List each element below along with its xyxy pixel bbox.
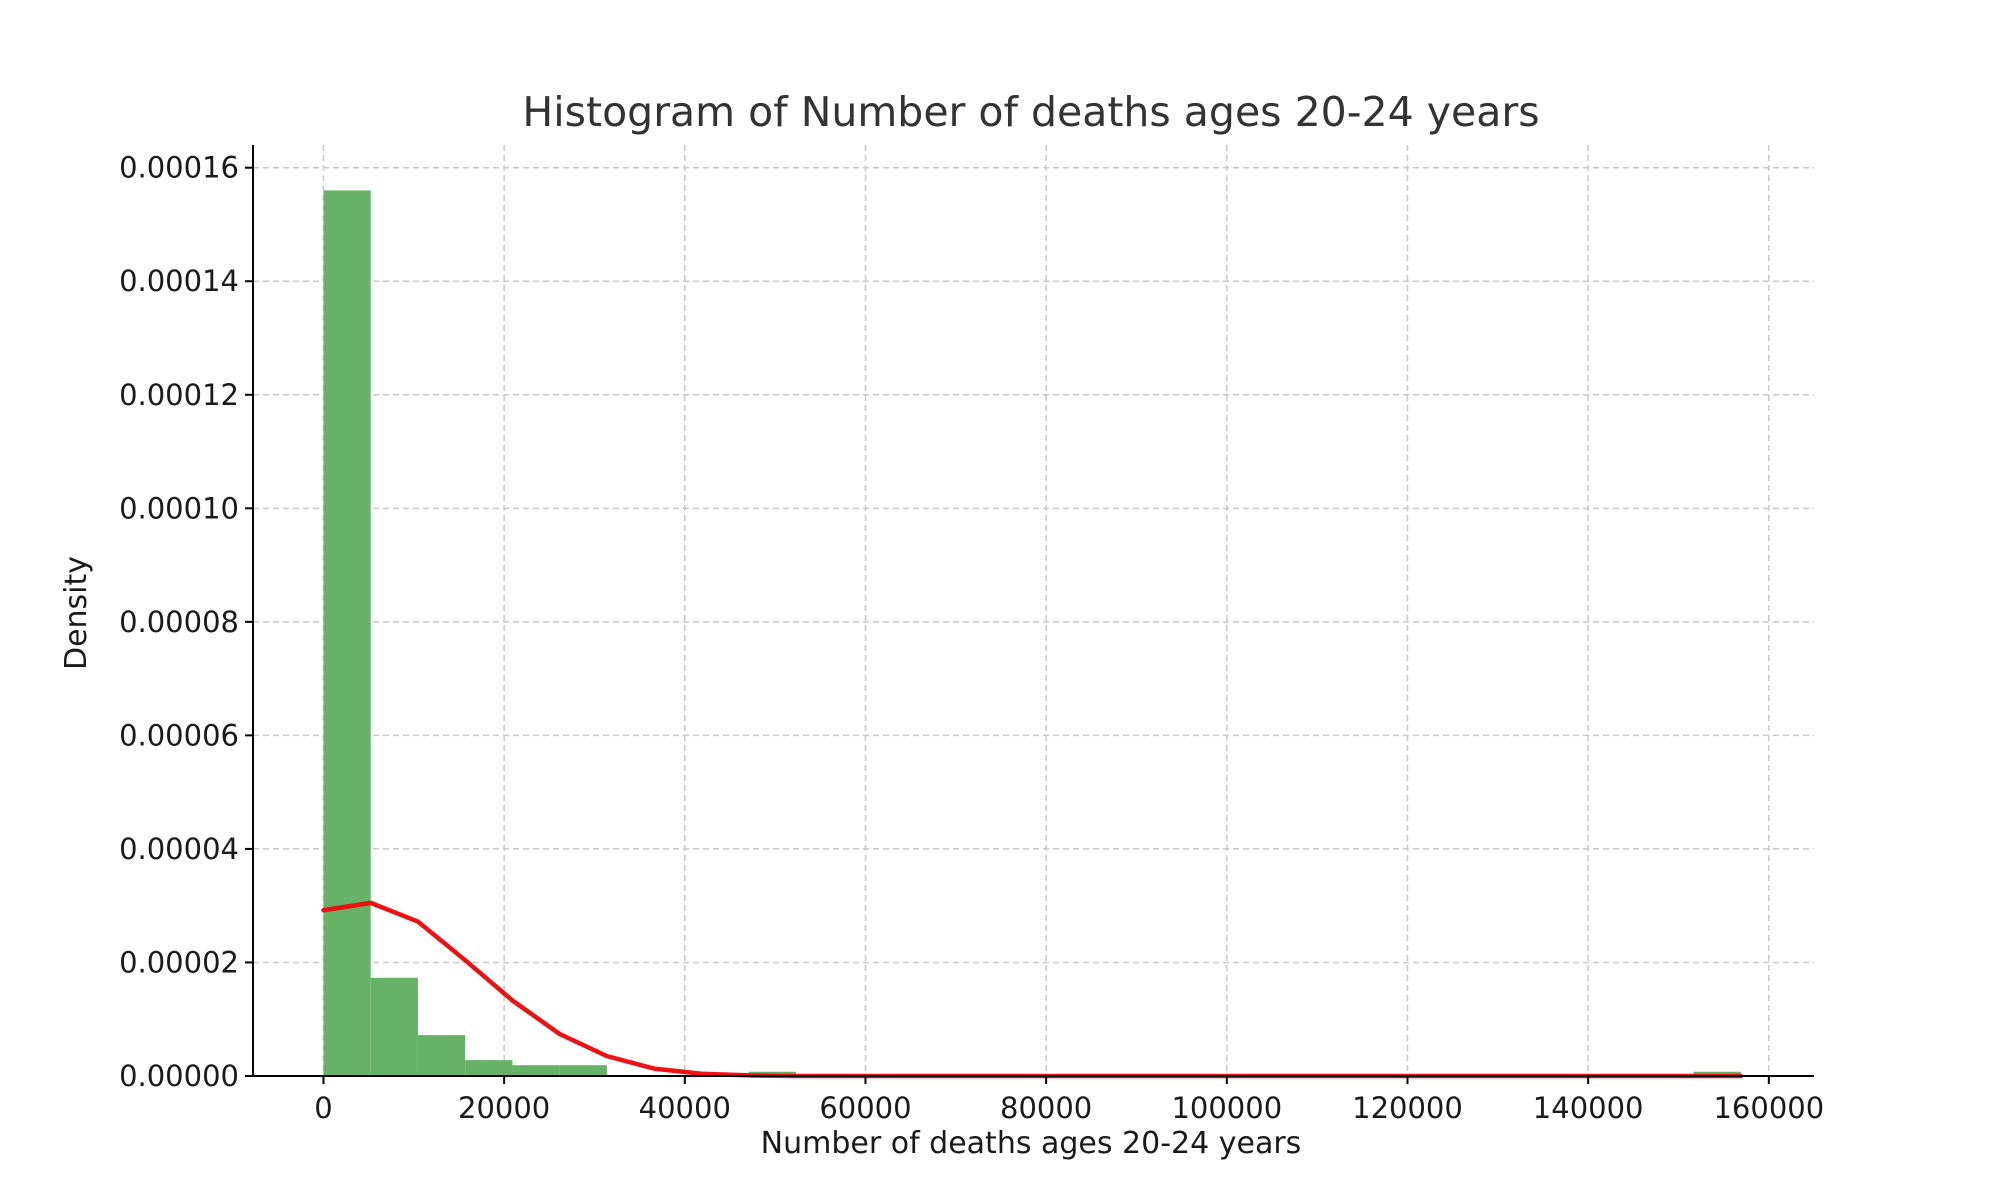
x-tick-label-0: 0 xyxy=(314,1091,332,1125)
x-tick-label-6: 120000 xyxy=(1352,1091,1463,1125)
y-tick-label-2: 0.00004 xyxy=(119,832,239,866)
x-axis-label: Number of deaths ages 20-24 years xyxy=(761,1126,1302,1161)
y-tick-label-1: 0.00002 xyxy=(119,945,239,979)
y-tick-label-4: 0.00008 xyxy=(119,605,239,639)
chart-title: Histogram of Number of deaths ages 20-24… xyxy=(522,88,1539,136)
x-tick-label-7: 140000 xyxy=(1533,1091,1644,1125)
x-tick-label-4: 80000 xyxy=(1000,1091,1092,1125)
y-tick-label-3: 0.00006 xyxy=(119,718,239,752)
histogram-bar-4 xyxy=(512,1065,560,1076)
ticks-layer: 0 20000 40000 60000 80000 100000 120000 140000 1… xyxy=(119,151,1824,1125)
y-tick-label-6: 0.00012 xyxy=(119,378,239,412)
x-tick-label-1: 20000 xyxy=(458,1091,550,1125)
y-tick-label-7: 0.00014 xyxy=(119,264,239,298)
axes-layer xyxy=(252,145,1814,1077)
histogram-bar-5 xyxy=(559,1065,607,1076)
density-curve-line xyxy=(321,900,1744,1079)
y-axis-label: Density xyxy=(59,556,94,670)
grid-layer xyxy=(253,145,1814,1077)
histogram-bar-1 xyxy=(370,977,418,1076)
x-tick-label-5: 100000 xyxy=(1171,1091,1282,1125)
x-tick-label-8: 160000 xyxy=(1713,1091,1824,1125)
histogram-bar-3 xyxy=(465,1060,513,1076)
density-curve-layer xyxy=(321,900,1744,1079)
histogram-bar-0 xyxy=(323,190,371,1077)
bars-layer xyxy=(323,190,1741,1077)
x-tick-label-2: 40000 xyxy=(639,1091,731,1125)
histogram-bar-2 xyxy=(417,1035,466,1076)
y-tick-label-0: 0.00000 xyxy=(119,1059,239,1093)
y-tick-label-8: 0.00016 xyxy=(119,151,239,185)
y-tick-label-5: 0.00010 xyxy=(119,491,239,525)
x-tick-label-3: 60000 xyxy=(819,1091,911,1125)
